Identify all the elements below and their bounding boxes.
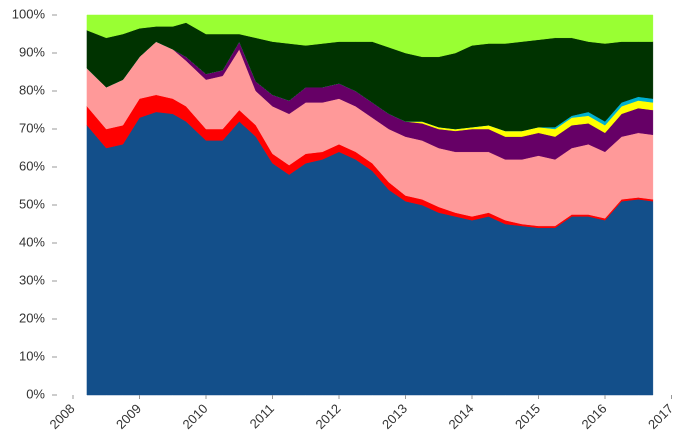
y-tick-label: 90% — [19, 44, 45, 59]
x-tick-label: 2017 — [645, 401, 676, 430]
y-tick-label: 40% — [19, 234, 45, 249]
y-tick-label: 30% — [19, 272, 45, 287]
x-tick-label: 2011 — [247, 401, 277, 430]
y-tick-label: 60% — [19, 158, 45, 173]
x-tick-label: 2012 — [312, 401, 343, 430]
area — [86, 14, 654, 58]
y-tick-label: 80% — [19, 82, 45, 97]
x-tick-label: 2013 — [379, 401, 410, 430]
x-tick-label: 2016 — [578, 401, 609, 430]
x-tick-label: 2015 — [512, 401, 543, 430]
y-tick-label: 70% — [19, 120, 45, 135]
y-tick-label: 50% — [19, 196, 45, 211]
y-tick-label: 100% — [12, 6, 46, 21]
x-tick-label: 2014 — [445, 401, 476, 430]
y-tick-label: 10% — [19, 348, 45, 363]
x-tick-label: 2009 — [113, 401, 144, 430]
y-tick-label: 20% — [19, 310, 45, 325]
x-tick-label: 2010 — [179, 401, 210, 430]
y-tick-label: 0% — [26, 386, 45, 401]
x-tick-label: 2008 — [46, 401, 77, 430]
